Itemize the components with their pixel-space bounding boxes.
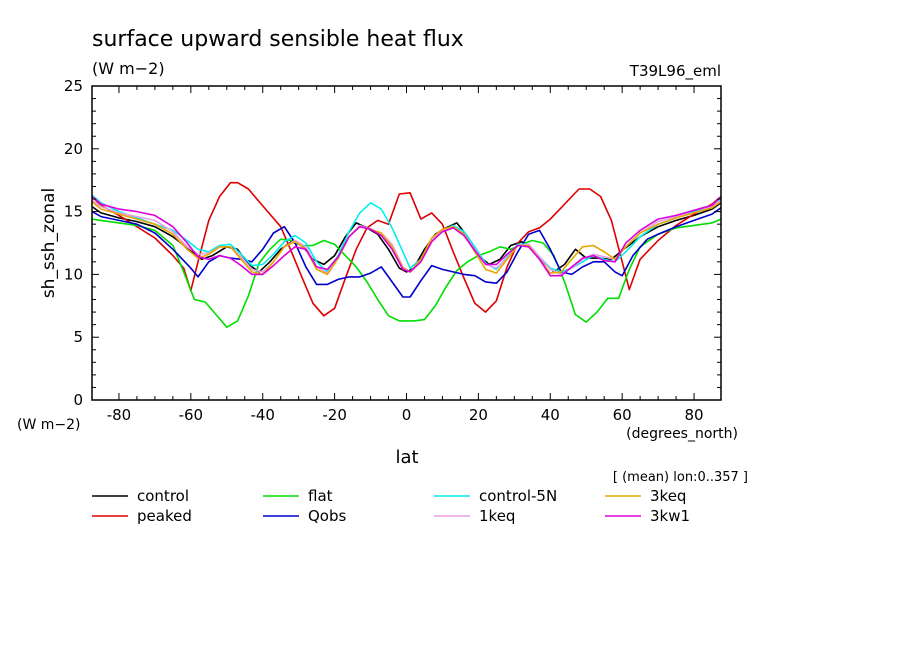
series-line-control-5N bbox=[91, 194, 722, 273]
y-tick-label: 0 bbox=[73, 391, 83, 409]
x-tick-label: 0 bbox=[402, 406, 412, 424]
chart-title: surface upward sensible heat flux bbox=[92, 27, 464, 52]
legend-label-control: control bbox=[137, 487, 189, 505]
x-axis-units: (degrees_north) bbox=[626, 426, 738, 442]
series-lines bbox=[91, 181, 722, 328]
x-axis-label: lat bbox=[395, 447, 418, 468]
y-tick-label: 20 bbox=[64, 140, 83, 158]
legend-label-1keq: 1keq bbox=[479, 507, 515, 525]
title-units: (W m−2) bbox=[92, 59, 165, 78]
x-tick-labels: -80 -60 -40 -20 0 20 40 60 80 bbox=[107, 406, 704, 424]
y-tick-labels: 0 5 10 15 20 25 bbox=[64, 77, 83, 409]
y-tick-label: 5 bbox=[73, 328, 83, 346]
y-tick-label: 25 bbox=[64, 77, 83, 95]
y-axis-label: sh_ssh_zonal bbox=[39, 188, 59, 298]
x-tick-label: -40 bbox=[250, 406, 275, 424]
legend: control flat control-5N 3keq peaked Qobs 1keq 3… bbox=[92, 487, 690, 525]
legend-label-Qobs: Qobs bbox=[308, 507, 347, 525]
x-tick-label: 80 bbox=[684, 406, 703, 424]
legend-label-3kw1: 3kw1 bbox=[650, 507, 690, 525]
x-tick-label: 20 bbox=[469, 406, 488, 424]
legend-label-3keq: 3keq bbox=[650, 487, 686, 505]
legend-label-flat: flat bbox=[308, 487, 333, 505]
y-tick-label: 10 bbox=[64, 265, 83, 283]
y-axis-units: (W m−2) bbox=[17, 417, 81, 433]
x-tick-label: -20 bbox=[322, 406, 347, 424]
axis-ticks bbox=[92, 85, 721, 401]
x-tick-label: -80 bbox=[107, 406, 132, 424]
averaging-note: [ (mean) lon:0..357 ] bbox=[613, 470, 748, 485]
series-line-Qobs bbox=[91, 207, 722, 298]
series-line-peaked bbox=[91, 181, 722, 317]
x-tick-label: 60 bbox=[613, 406, 632, 424]
legend-label-control-5N: control-5N bbox=[479, 487, 557, 505]
legend-label-peaked: peaked bbox=[137, 507, 192, 525]
x-tick-label: 40 bbox=[541, 406, 560, 424]
series-line-3kw1 bbox=[91, 195, 722, 277]
experiment-label: T39L96_eml bbox=[629, 62, 721, 81]
x-tick-label: -60 bbox=[179, 406, 204, 424]
series-line-flat bbox=[91, 218, 722, 328]
y-tick-label: 15 bbox=[64, 203, 83, 221]
